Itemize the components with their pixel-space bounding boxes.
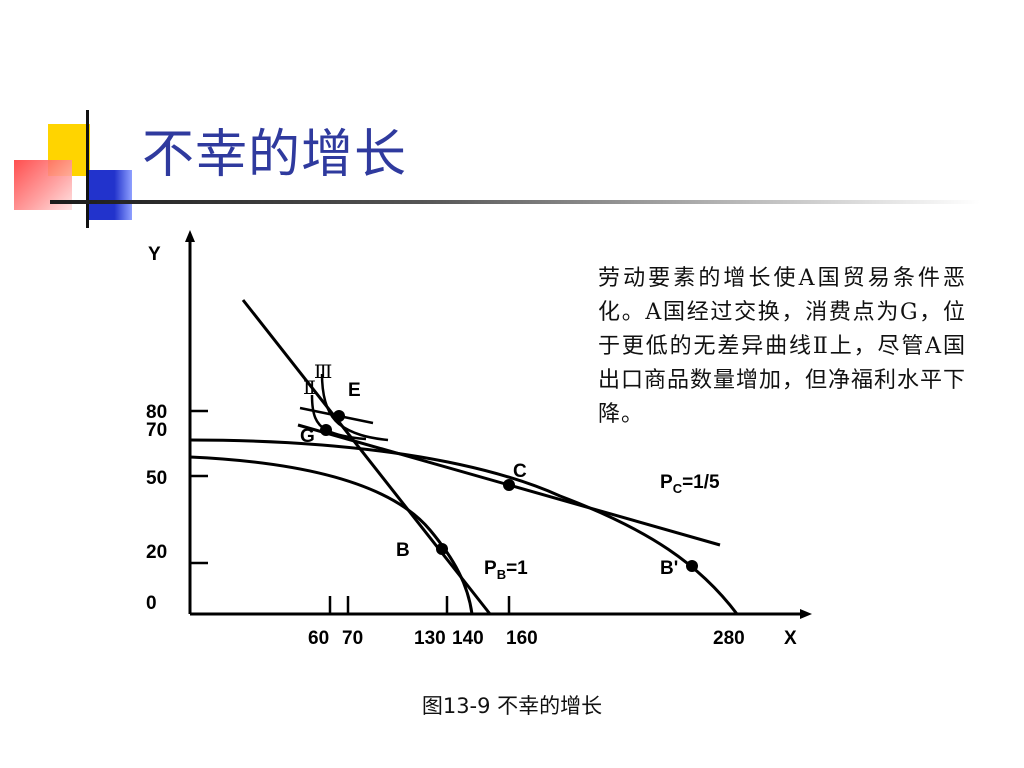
indifference-curve-iii [320,373,389,442]
point-e-label: E [348,380,361,401]
point-g-dot [320,424,332,436]
price-label-pc: PC=1/5 [660,472,720,496]
curve-ii-label: Ⅱ [303,377,316,399]
price-label-pb: PB=1 [484,558,528,582]
price-line-pb [241,299,492,615]
point-b-prime-dot [686,560,698,572]
deco-blue-square [88,170,132,220]
point-g-label: G [300,426,315,447]
x-tick-label: 160 [506,628,538,649]
y-axis-arrow [185,230,195,242]
x-tick-label: 70 [342,628,363,649]
x-tick-label: 280 [713,628,745,649]
x-axis-arrow [800,609,812,619]
point-b-dot [436,543,448,555]
point-e-dot [333,410,345,422]
deco-vertical-line [86,110,89,228]
point-c-label: C [513,461,527,482]
y-tick-label: 0 [146,593,157,614]
curve-iii-label: Ⅲ [314,361,332,383]
point-c-dot [503,479,515,491]
title-underline [50,200,980,204]
x-tick-label: 140 [452,628,484,649]
point-b-label: B [396,540,410,561]
x-axis-label: X [784,628,797,649]
y-tick-label: 50 [146,468,167,489]
y-tick-label: 20 [146,542,167,563]
page-title: 不幸的增长 [142,125,408,185]
explanation-text: 劳动要素的增长使A国贸易条件恶化。A国经过交换，消费点为G，位于更低的无差异曲线… [598,266,967,427]
figure-caption: 图13-9 不幸的增长 [421,694,603,718]
y-tick-label: 80 [146,402,167,423]
x-tick-label: 60 [308,628,329,649]
y-tick-label: 70 [146,420,167,441]
x-tick-label: 130 [414,628,446,649]
point-b-prime-label: B' [660,558,678,579]
y-axis-label: Y [148,244,161,265]
